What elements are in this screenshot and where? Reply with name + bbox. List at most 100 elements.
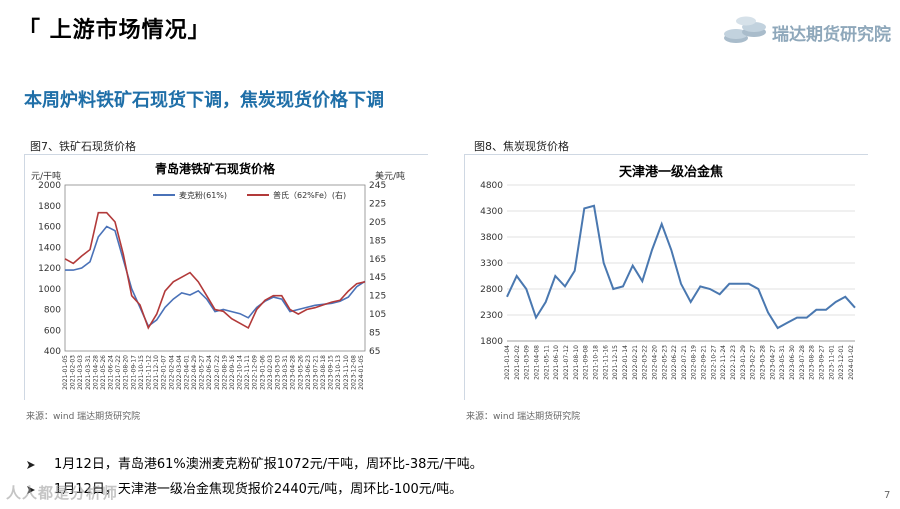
x-tick-label: 2023-09-27 [819,345,826,380]
x-tick-label: 2023-12-01 [838,345,845,380]
x-tick-label: 2022-12-23 [730,345,737,380]
chart-background [25,155,429,401]
coke-chart: 天津港一级冶金焦 1800 2300 2800 3300 3800 4300 4800 2021… [465,155,869,401]
y-tick-label-left: 600 [44,326,61,336]
x-tick-label: 2022-04-20 [651,345,658,380]
x-tick-label: 2022-01-07 [161,355,168,390]
y-tick-label: 2300 [480,311,503,321]
y-tick-label-left: 1000 [38,285,61,295]
x-tick-label: 2022-05-27 [199,355,206,390]
x-tick-label: 2021-02-02 [514,345,521,380]
x-tick-label: 2021-12-10 [153,355,160,390]
x-tick-label: 2023-05-26 [297,355,304,390]
x-tick-label: 2023-07-28 [799,345,806,380]
bullet-list: 1月12日，青岛港61%澳洲麦克粉矿报1072元/干吨，周环比-38元/干吨。 … [26,452,483,502]
y-tick-label-right: 225 [369,199,386,209]
chart-background [465,155,869,401]
x-tick-label: 2022-08-19 [221,355,228,390]
figure8-source: 来源：wind 瑞达期货研究院 [466,412,581,422]
x-tick-label: 2023-04-28 [290,355,297,390]
x-tick-label: 2022-06-22 [671,345,678,380]
x-tick-label: 2023-06-23 [305,355,312,390]
coins-icon [724,16,766,43]
x-tick-label: 2023-03-31 [282,355,289,390]
x-tick-label: 2021-05-11 [543,345,550,380]
figure7-source: 来源：wind 瑞达期货研究院 [26,412,141,422]
y-tick-label-right: 165 [369,255,386,265]
x-tick-label: 2022-01-14 [622,345,629,380]
x-tick-label: 2024-01-05 [358,355,365,390]
x-tick-label: 2021-01-04 [504,345,511,380]
x-tick-label: 2022-11-24 [720,345,727,380]
bullet-text: 1月12日，青岛港61%澳洲麦克粉矿报1072元/干吨，周环比-38元/干吨。 [54,457,483,472]
x-tick-label: 2022-09-21 [701,345,708,380]
y-tick-label-left: 1400 [38,243,61,253]
x-tick-label: 2023-11-10 [343,355,350,390]
y-tick-label-right: 145 [369,273,386,283]
y-tick-label-right: 85 [369,329,380,339]
chart-title: 天津港一级冶金焦 [619,164,723,180]
y-tick-label: 1800 [480,337,503,347]
x-tick-label: 2021-06-24 [108,355,115,390]
y-tick-label-left: 400 [44,347,61,357]
x-tick-label: 2023-04-27 [769,345,776,380]
x-tick-label: 2021-03-09 [524,345,531,380]
x-tick-label: 2021-01-05 [62,355,69,390]
x-tick-label: 2021-04-28 [92,355,99,390]
series-line [65,225,366,328]
logo-text: 瑞达期货研究院 [772,25,891,45]
plot-frame [64,184,366,352]
x-tick-label: 2021-04-08 [533,345,540,380]
y-tick-label-right: 105 [369,310,386,320]
y-tick-label-left: 800 [44,306,61,316]
legend-label: 普氏（62%Fe）(右) [273,190,346,200]
x-tick-label: 2021-10-15 [138,355,145,390]
y-tick-label-left: 2000 [38,181,61,191]
x-tick-label: 2022-04-29 [191,355,198,390]
x-tick-label: 2023-09-15 [328,355,335,390]
x-tick-label: 2021-07-12 [563,345,570,380]
watermark: 人人都是分析师 [6,484,119,502]
x-tick-label: 2022-02-04 [168,355,175,390]
page-number: 7 [884,490,891,501]
y-tick-label-left: 1600 [38,223,61,233]
x-tick-label: 2022-05-23 [661,345,668,380]
x-tick-label: 2022-10-27 [710,345,717,380]
x-tick-label: 2021-07-22 [115,355,122,390]
chart-title: 青岛港铁矿石现货价格 [155,161,276,176]
x-tick-label: 2021-09-17 [130,355,137,390]
y-tick-label: 2800 [480,285,503,295]
x-tick-label: 2022-03-22 [642,345,649,380]
x-tick-label: 2021-11-12 [145,355,152,390]
x-tick-label: 2022-11-11 [244,355,251,390]
y-tick-label-left: 1800 [38,202,61,212]
x-tick-label: 2021-12-15 [612,345,619,380]
x-tick-label: 2021-03-31 [85,355,92,390]
x-tick-label: 2023-06-30 [789,345,796,380]
headline: 本周炉料铁矿石现货下调，焦炭现货价格下调 [24,90,384,111]
x-tick-label: 2021-11-16 [602,345,609,380]
x-tick-label: 2022-03-04 [176,355,183,390]
x-tick-label: 2024-01-02 [848,345,855,380]
x-tick-label: 2022-12-09 [252,355,259,390]
x-tick-label: 2023-03-28 [760,345,767,380]
x-tick-label: 2023-11-01 [828,345,835,380]
figure7-caption: 图7、铁矿石现货价格 [30,140,136,153]
y-tick-label-right: 205 [369,218,386,228]
x-tick-label: 2021-08-20 [123,355,130,390]
x-tick-label: 2022-06-24 [206,355,213,390]
y-axis-left-unit: 元/干吨 [31,170,61,182]
y-axis-right-unit: 美元/吨 [375,170,405,182]
figure8-caption: 图8、焦炭现货价格 [474,140,569,153]
x-tick-label: 2021-10-18 [592,345,599,380]
bullet-item: 1月12日，天津港一级冶金焦现货报价2440元/吨，周环比-100元/吨。 [26,477,483,502]
x-tick-label: 2021-09-08 [583,345,590,380]
x-tick-label: 2023-01-29 [740,345,747,380]
company-logo: 瑞达期货研究院 [722,12,892,48]
x-tick-label: 2023-07-21 [312,355,319,390]
y-tick-label-right: 185 [369,236,386,246]
x-tick-label: 2021-06-10 [553,345,560,380]
x-tick-label: 2021-05-26 [100,355,107,390]
coke-chart-panel: 天津港一级冶金焦 1800 2300 2800 3300 3800 4300 4800 2021… [464,154,869,401]
